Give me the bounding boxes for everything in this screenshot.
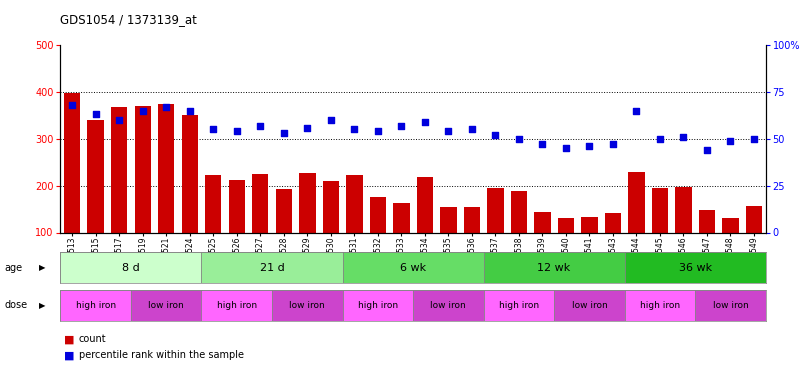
Bar <box>746 206 762 232</box>
Point <box>677 134 690 140</box>
Point <box>489 132 502 138</box>
Bar <box>463 207 480 232</box>
Bar <box>554 290 625 321</box>
Point <box>418 119 431 125</box>
Point <box>559 145 572 151</box>
Text: low iron: low iron <box>713 301 748 310</box>
Text: low iron: low iron <box>571 301 607 310</box>
Text: ■: ■ <box>64 351 75 360</box>
Bar <box>181 116 198 232</box>
Point <box>301 124 314 130</box>
Point <box>395 123 408 129</box>
Bar <box>487 188 504 232</box>
Bar <box>625 252 766 283</box>
Bar <box>722 218 738 232</box>
Point <box>465 126 478 132</box>
Bar <box>322 181 339 232</box>
Text: 6 wk: 6 wk <box>400 263 426 273</box>
Point <box>66 102 79 108</box>
Bar <box>370 197 386 232</box>
Point <box>348 126 361 132</box>
Text: percentile rank within the sample: percentile rank within the sample <box>79 351 244 360</box>
Bar <box>276 189 292 232</box>
Point <box>183 108 196 114</box>
Point <box>442 128 455 134</box>
Bar <box>484 290 554 321</box>
Point <box>724 138 737 144</box>
Bar <box>534 212 550 232</box>
Point <box>231 128 243 134</box>
Point <box>513 136 526 142</box>
Bar <box>511 191 527 232</box>
Bar <box>229 180 245 232</box>
Text: ■: ■ <box>64 334 75 344</box>
Point <box>136 108 149 114</box>
Bar <box>413 290 484 321</box>
Point <box>583 143 596 149</box>
Point <box>606 141 619 147</box>
Bar <box>158 104 174 232</box>
Bar <box>252 174 268 232</box>
Bar <box>604 213 621 232</box>
Bar <box>628 172 645 232</box>
Bar <box>695 290 766 321</box>
Bar <box>299 172 315 232</box>
Text: high iron: high iron <box>217 301 257 310</box>
Text: age: age <box>4 263 22 273</box>
Point <box>324 117 337 123</box>
Bar <box>484 252 625 283</box>
Point <box>372 128 384 134</box>
Bar <box>699 210 715 232</box>
Text: 36 wk: 36 wk <box>679 263 712 273</box>
Bar <box>60 290 131 321</box>
Bar <box>675 187 692 232</box>
Point <box>700 147 713 153</box>
Bar <box>393 203 409 232</box>
Point <box>536 141 549 147</box>
Bar <box>111 107 127 232</box>
Bar <box>202 252 343 283</box>
Text: count: count <box>79 334 106 344</box>
Text: high iron: high iron <box>76 301 116 310</box>
Point <box>254 123 267 129</box>
Point <box>113 117 126 123</box>
Bar <box>346 176 363 232</box>
Text: 8 d: 8 d <box>122 263 140 273</box>
Bar <box>558 218 574 232</box>
Text: low iron: low iron <box>289 301 325 310</box>
Point <box>277 130 290 136</box>
Point <box>630 108 643 114</box>
Point <box>207 126 220 132</box>
Bar <box>64 93 81 232</box>
Text: 21 d: 21 d <box>260 263 285 273</box>
Text: low iron: low iron <box>148 301 184 310</box>
Text: 12 wk: 12 wk <box>538 263 571 273</box>
Bar <box>202 290 272 321</box>
Bar <box>417 177 433 232</box>
Text: low iron: low iron <box>430 301 466 310</box>
Bar <box>581 217 597 232</box>
Bar <box>272 290 343 321</box>
Text: high iron: high iron <box>640 301 680 310</box>
Point <box>89 111 102 117</box>
Text: high iron: high iron <box>499 301 539 310</box>
Bar <box>652 188 668 232</box>
Bar <box>343 290 413 321</box>
Bar <box>88 120 104 232</box>
Bar <box>135 106 151 232</box>
Bar <box>343 252 484 283</box>
Bar <box>440 207 456 232</box>
Point <box>654 136 667 142</box>
Point <box>747 136 760 142</box>
Text: ▶: ▶ <box>39 301 45 310</box>
Bar <box>131 290 202 321</box>
Text: high iron: high iron <box>358 301 398 310</box>
Text: GDS1054 / 1373139_at: GDS1054 / 1373139_at <box>60 13 197 26</box>
Bar <box>625 290 695 321</box>
Bar <box>60 252 201 283</box>
Bar <box>205 176 222 232</box>
Point <box>160 104 172 110</box>
Text: ▶: ▶ <box>39 263 45 272</box>
Text: dose: dose <box>4 300 27 310</box>
